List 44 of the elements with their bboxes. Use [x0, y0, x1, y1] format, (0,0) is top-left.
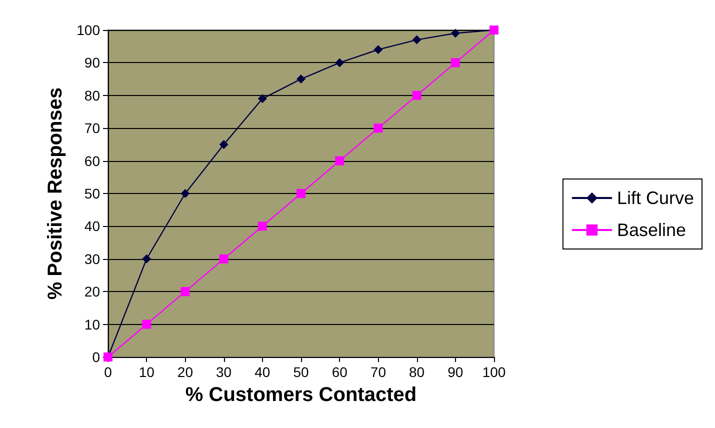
x-tick-label: 20: [177, 364, 194, 380]
y-tick-label: 70: [84, 120, 100, 136]
x-tick-label: 100: [482, 364, 506, 380]
point: [335, 58, 344, 68]
y-tick-label: 80: [84, 87, 100, 104]
point: [374, 45, 383, 54]
y-tick-label: 50: [84, 186, 100, 202]
x-tick-label: 40: [254, 364, 270, 380]
legend-label: Lift Curve: [616, 188, 694, 208]
point: [450, 58, 460, 68]
y-tick-label: 0: [92, 349, 100, 365]
y-tick-label: 90: [84, 54, 100, 71]
point: [374, 124, 383, 133]
x-tick-label: 60: [332, 364, 348, 380]
y-tick-label: 20: [84, 284, 100, 300]
point: [296, 189, 306, 198]
y-tick-label: 100: [76, 22, 100, 38]
point: [296, 74, 306, 84]
x-tick-label: 70: [370, 364, 386, 380]
point: [219, 140, 228, 149]
y-tick-label: 10: [84, 316, 100, 332]
x-tick-label: 80: [409, 364, 425, 380]
point: [180, 287, 190, 296]
point: [258, 222, 267, 231]
x-tick-label: 90: [448, 364, 464, 380]
y-tick-label: 40: [84, 218, 100, 234]
y-tick-label: 30: [84, 250, 100, 267]
point: [450, 28, 460, 38]
y-tick-label: 60: [84, 152, 100, 169]
x-tick-label: 50: [293, 364, 309, 380]
point: [142, 320, 152, 329]
y-axis-title: % Positive Responses: [44, 87, 67, 300]
x-axis-title: % Customers Contacted: [185, 384, 417, 406]
point: [412, 35, 422, 44]
x-tick-label: 10: [138, 364, 155, 380]
point: [412, 90, 422, 100]
point: [258, 94, 267, 104]
point: [219, 254, 228, 264]
point: [335, 156, 344, 166]
x-tick-label: 0: [104, 364, 112, 380]
x-tick-label: 30: [216, 364, 232, 380]
point: [142, 254, 152, 264]
point: [180, 189, 190, 198]
legend-label: Baseline: [616, 220, 686, 240]
